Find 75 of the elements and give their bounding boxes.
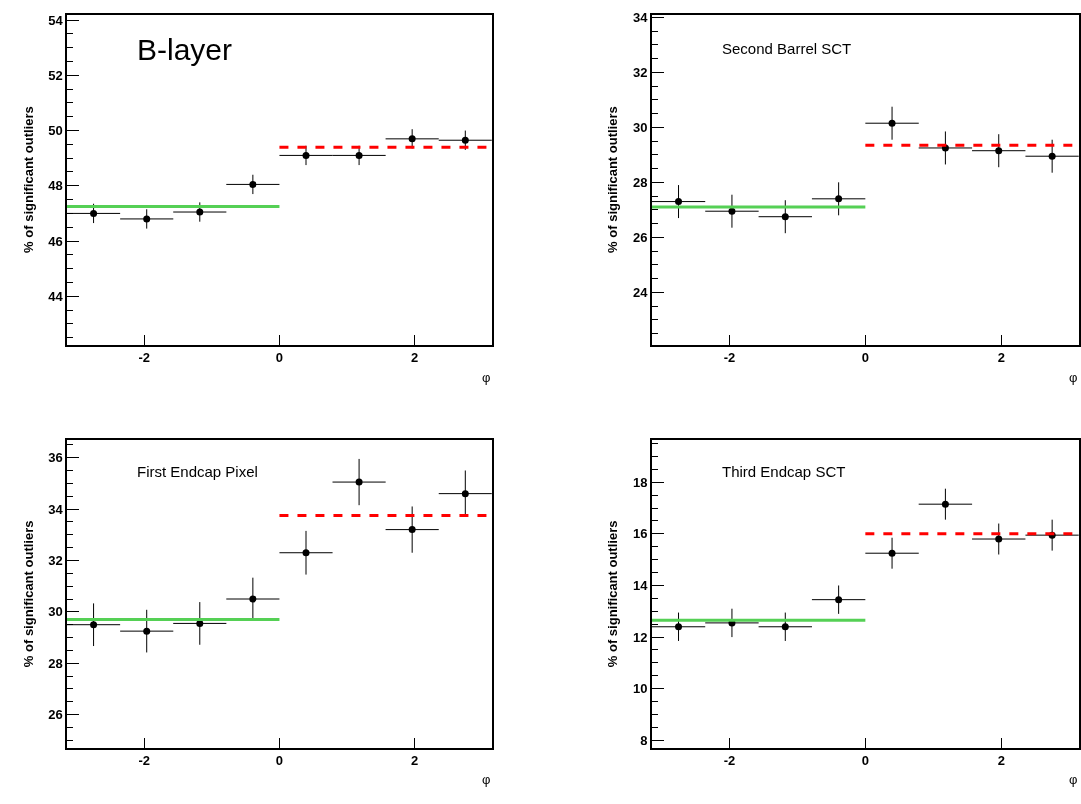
y-axis-title: % of significant outliers [20, 520, 36, 668]
point [143, 215, 151, 223]
y-tick-label: 28 [48, 655, 63, 671]
x-tick-label: -2 [138, 753, 150, 769]
point [888, 549, 896, 557]
x-tick-label: 2 [411, 753, 419, 769]
x-axis-title: φ [1069, 370, 1078, 385]
x-axis-title: φ [1069, 772, 1078, 787]
point [196, 208, 204, 216]
y-tick-label: 14 [633, 578, 649, 594]
text: B-layer [137, 33, 233, 66]
y-tick-label: 46 [48, 233, 63, 249]
x-tick-label: 2 [997, 753, 1005, 769]
x-tick-label: 0 [861, 349, 869, 365]
y-axis-title: % of significant outliers [605, 520, 621, 668]
point [461, 490, 469, 498]
y-tick-label: 50 [48, 123, 63, 139]
text: Second Barrel SCT [722, 40, 852, 57]
x-tick-label: 0 [275, 349, 284, 365]
point [941, 500, 949, 508]
y-axis-title: % of significant outliers [20, 106, 36, 253]
point [888, 119, 896, 127]
point [249, 595, 257, 603]
point [355, 478, 363, 486]
y-tick-label: 24 [633, 284, 649, 300]
y-tick-label: 8 [640, 732, 648, 748]
point [355, 151, 363, 159]
y-tick-label: 54 [48, 12, 64, 28]
point [90, 621, 98, 629]
x-tick-label: 2 [997, 349, 1005, 365]
point [249, 180, 257, 188]
point [995, 535, 1003, 543]
y-tick-label: 12 [633, 629, 648, 645]
y-tick-label: 52 [48, 67, 63, 83]
x-axis-title: φ [482, 772, 491, 787]
x-tick-label: -2 [723, 349, 736, 365]
point [781, 213, 789, 221]
point [835, 195, 843, 203]
y-tick-label: 32 [633, 64, 648, 80]
text: First Endcap Pixel [137, 463, 258, 480]
x-tick-label: -2 [723, 753, 736, 769]
point [143, 627, 151, 635]
point [90, 209, 98, 217]
point [781, 623, 789, 631]
y-tick-label: 34 [48, 501, 64, 517]
point [302, 151, 310, 159]
point [835, 596, 843, 604]
y-tick-label: 10 [633, 681, 648, 697]
y-tick-label: 44 [48, 288, 64, 304]
point [675, 198, 683, 206]
point [461, 136, 469, 144]
point [675, 623, 683, 631]
x-tick-label: 2 [411, 349, 419, 365]
point [302, 549, 310, 557]
point [1048, 152, 1056, 160]
y-tick-label: 30 [48, 604, 63, 620]
x-tick-label: 0 [275, 753, 284, 769]
y-tick-label: 34 [633, 9, 649, 25]
y-tick-label: 26 [48, 707, 63, 723]
y-tick-label: 36 [48, 450, 63, 466]
point [408, 135, 416, 143]
y-tick-label: 28 [633, 174, 648, 190]
y-tick-label: 26 [633, 229, 648, 245]
x-tick-label: -2 [138, 349, 150, 365]
x-axis-title: φ [482, 370, 491, 385]
y-axis-title: % of significant outliers [605, 106, 621, 253]
y-tick-label: 30 [633, 119, 648, 135]
y-tick-label: 18 [633, 474, 648, 490]
y-tick-label: 32 [48, 553, 63, 569]
y-tick-label: 48 [48, 178, 63, 194]
text: Third Endcap SCT [722, 463, 846, 480]
x-tick-label: 0 [861, 753, 869, 769]
y-tick-label: 16 [633, 526, 648, 542]
point [995, 147, 1003, 155]
point [408, 526, 416, 534]
